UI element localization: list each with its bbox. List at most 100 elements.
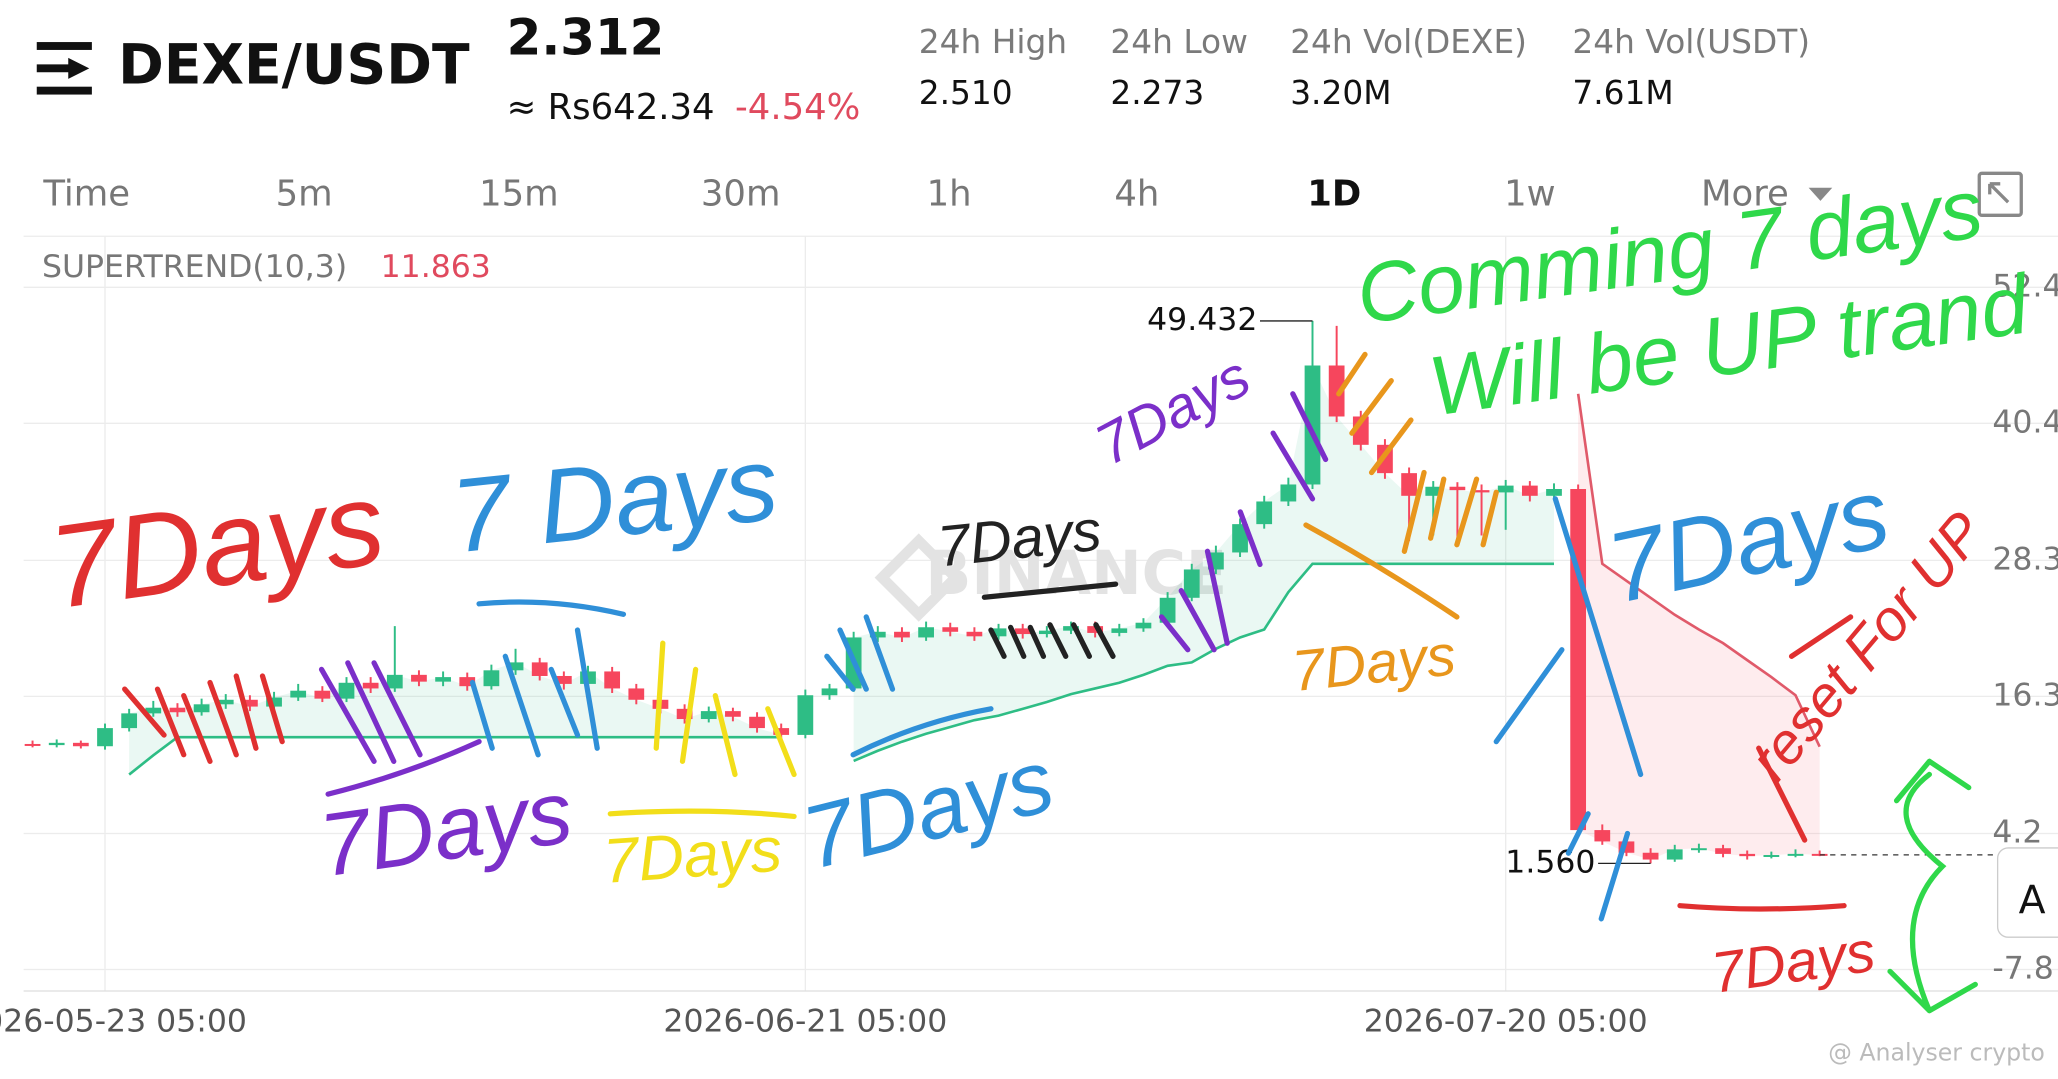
annotation: 7Days [601,815,784,897]
hand-stroke [1158,391,1329,653]
expand-icon[interactable] [1977,171,2023,217]
indicator-name: SUPERTREND(10,3) [42,249,347,285]
stat-label: 24h High [919,23,1067,61]
y-tick-label: 28.3 [1992,541,2058,577]
x-tick-label: 2026-06-21 05:00 [663,1004,947,1040]
candle-body [1497,485,1514,493]
candle-body [1521,485,1538,496]
candle-body [676,708,693,720]
watermark-logo [874,533,963,622]
stat-label: 24h Vol(USDT) [1572,23,1810,61]
annotation: 7Days [42,457,392,634]
candle-body [217,699,234,705]
watermark: BINANCE [925,539,1227,609]
candle-body [459,677,476,687]
candle-body [1715,848,1731,854]
candle-body [1038,630,1055,635]
candle-body [1087,626,1104,633]
hand-stroke [824,614,994,758]
menu-icon[interactable] [36,42,92,95]
candle-body [411,674,427,682]
candle-body [145,707,162,714]
candle-body [290,690,307,698]
indicator-value: 11.863 [381,249,491,285]
hand-stroke [1887,758,1978,1014]
supertrend-line [128,735,782,776]
candle-body [1763,855,1780,857]
tab[interactable]: 4h [1114,174,1159,215]
x-tick-label: 2026-05-23 05:00 [0,1004,247,1040]
candle-body [1111,628,1128,633]
hand-stroke [1493,496,1644,922]
tab[interactable]: More [1701,174,1789,215]
candle-body [1449,486,1466,491]
candle-body [531,662,548,676]
candle-body [72,742,89,747]
candle-body [773,728,790,735]
candle-body [1546,489,1562,496]
fiat-price: ≈ Rs642.34 [507,87,715,128]
stat-label: 24h Vol(DEXE) [1290,23,1527,61]
y-tick-label: 16.3 [1992,677,2058,713]
candle-body [628,688,645,700]
trend-area [129,662,782,775]
candle-body [338,682,355,699]
annotation: 7Days [314,761,578,895]
annotation: 7Days [1599,457,1899,624]
y-tick-label: -7.8 [1992,950,2053,986]
candle-body [1642,852,1659,860]
candle-body [894,631,910,638]
candle-body [1304,365,1321,485]
hand-stroke [607,640,797,820]
candle-body [1691,848,1707,851]
annotation: 7Days [1708,920,1879,1006]
candle-body [314,690,331,699]
candle-body [725,711,741,717]
y-tick-label: 52.4 [1992,268,2058,304]
candle-body [990,628,1007,637]
candle-body [1425,486,1442,496]
tab[interactable]: 5m [276,174,333,215]
candle-body [821,688,838,696]
candle-body [242,699,258,707]
candle-body [1618,841,1635,853]
candle-body [266,697,282,707]
candle-body [1787,853,1804,856]
y-tick-label: 40.4 [1992,404,2058,440]
stat-value: 7.61M [1572,74,1673,112]
candle-body [1063,626,1079,631]
stat-value: 2.273 [1110,74,1204,112]
candle-body [700,711,717,720]
supertrend-line [1576,393,1821,748]
candle-body [48,742,65,746]
candle-body [507,662,524,671]
hand-stroke [1303,351,1499,620]
candle-body [1666,849,1683,860]
hand-stroke [318,660,482,797]
tab[interactable]: 1h [927,174,972,215]
candle-body [1135,622,1152,629]
change: -4.54% [735,87,860,128]
candle-body [555,675,572,684]
candle-body [604,671,621,689]
tab[interactable]: 1w [1504,174,1556,215]
button-box [1996,847,2058,938]
candle-body [435,677,451,682]
tab[interactable]: 1D [1307,174,1361,215]
hand-stroke [981,581,1119,659]
trend-area [1578,393,1820,860]
dropdown-arrow [1808,187,1833,201]
annotation: 7 Days [446,425,783,576]
tab[interactable]: 15m [479,174,559,215]
button-label[interactable]: A [2019,878,2046,924]
candle-body [942,627,959,632]
candle-body [1570,489,1587,831]
candle-body [193,704,210,713]
tab[interactable]: Time [42,174,130,215]
candle-body [1739,853,1756,857]
candle-body [1280,484,1297,502]
tab[interactable]: 30m [701,174,781,215]
annotation: 7Days [1289,623,1458,704]
candle-body [362,682,379,689]
